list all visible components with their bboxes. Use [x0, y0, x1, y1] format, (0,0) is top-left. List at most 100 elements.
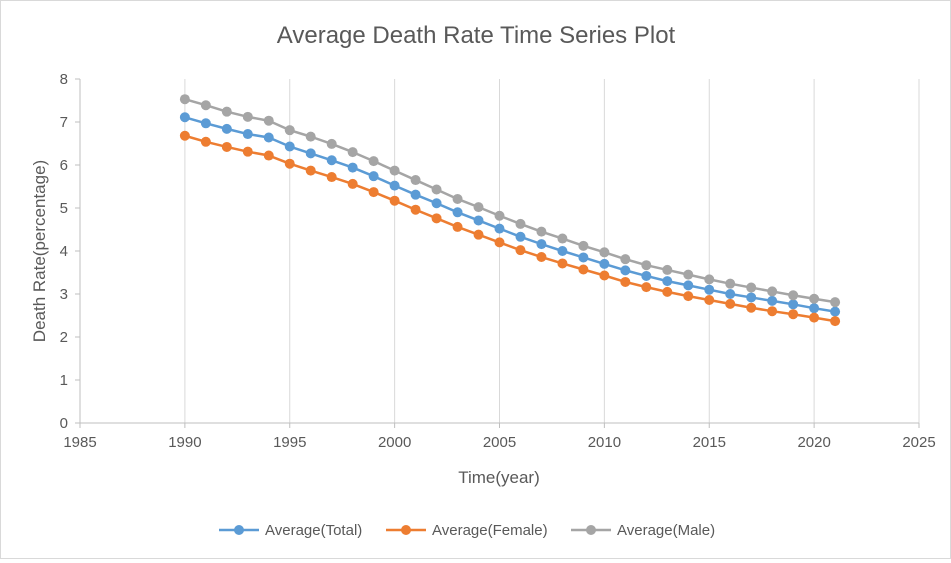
data-point	[704, 295, 715, 306]
y-tick-label: 8	[60, 71, 68, 88]
data-point	[389, 165, 400, 176]
data-point	[368, 171, 379, 182]
data-point	[326, 138, 337, 149]
data-point	[578, 252, 589, 263]
x-tick-labels: 1985 1990 1995 2000 2005 2010 2015 2020 2025	[63, 434, 935, 451]
data-point	[347, 147, 358, 158]
data-point	[641, 260, 652, 271]
data-point	[767, 286, 778, 297]
data-point	[830, 316, 841, 327]
data-point	[410, 175, 421, 186]
x-tick-label: 2020	[797, 434, 830, 451]
data-point	[599, 258, 610, 269]
data-point	[452, 207, 463, 218]
data-point	[494, 210, 505, 221]
data-point	[641, 270, 652, 281]
data-point	[284, 141, 295, 152]
axes	[75, 78, 920, 428]
data-point	[725, 298, 736, 309]
data-point	[431, 213, 442, 224]
data-point	[473, 202, 484, 213]
data-point	[263, 150, 274, 161]
data-point	[809, 312, 820, 323]
x-tick-label: 2000	[378, 434, 411, 451]
data-point	[767, 306, 778, 317]
data-point	[305, 165, 316, 176]
legend-label: Average(Female)	[432, 522, 548, 539]
data-point	[284, 125, 295, 136]
data-point	[305, 131, 316, 142]
data-point	[410, 189, 421, 200]
data-point	[746, 302, 757, 313]
data-point	[809, 303, 820, 314]
data-point	[620, 265, 631, 276]
legend-item: Average(Female)	[386, 522, 548, 539]
data-point	[242, 129, 253, 140]
data-point	[515, 245, 526, 256]
data-point	[200, 100, 211, 111]
data-point	[620, 276, 631, 287]
data-point	[746, 282, 757, 293]
data-point	[452, 193, 463, 204]
data-point	[767, 295, 778, 306]
data-point	[368, 187, 379, 198]
data-point	[578, 240, 589, 251]
data-point	[263, 132, 274, 143]
data-point	[221, 123, 232, 134]
data-point	[179, 112, 190, 123]
data-point	[200, 118, 211, 129]
data-point	[662, 276, 673, 287]
data-point	[599, 270, 610, 281]
data-point	[326, 155, 337, 166]
series-line	[184, 116, 836, 313]
data-point	[242, 146, 253, 157]
data-point	[431, 198, 442, 209]
data-point	[263, 115, 274, 126]
series-group	[179, 94, 841, 327]
data-point	[557, 233, 568, 244]
series-0	[179, 112, 841, 317]
data-point	[683, 291, 694, 302]
y-tick-label: 4	[60, 243, 68, 260]
y-tick-label: 2	[60, 329, 68, 346]
data-point	[725, 289, 736, 299]
data-point	[347, 178, 358, 189]
y-tick-label: 5	[60, 200, 68, 217]
data-point	[410, 204, 421, 215]
data-point	[641, 282, 652, 293]
data-point	[620, 254, 631, 265]
data-point	[326, 172, 337, 183]
y-tick-label: 3	[60, 286, 68, 303]
data-point	[515, 231, 526, 242]
y-tick-label: 0	[60, 415, 68, 432]
legend-item: Average(Total)	[219, 522, 362, 539]
data-point	[179, 130, 190, 141]
data-point	[662, 286, 673, 297]
data-point	[368, 156, 379, 167]
y-axis-label: Death Rate(percentage)	[30, 160, 49, 342]
y-tick-label: 1	[60, 372, 68, 389]
data-point	[578, 264, 589, 275]
data-point	[389, 195, 400, 206]
data-point	[284, 158, 295, 169]
legend-item: Average(Male)	[571, 522, 715, 539]
data-point	[830, 306, 841, 317]
data-point	[557, 258, 568, 269]
legend: Average(Total) Average(Female) Average(Mal…	[219, 522, 715, 539]
grid	[79, 79, 920, 423]
chart-title: Average Death Rate Time Series Plot	[277, 22, 676, 49]
data-point	[788, 299, 799, 310]
y-tick-labels: 0 1 2 3 4 5 6 7 8	[60, 71, 68, 432]
series-line	[184, 134, 836, 323]
data-point	[662, 264, 673, 275]
data-point	[452, 221, 463, 232]
data-point	[221, 106, 232, 117]
data-point	[599, 247, 610, 258]
data-point	[221, 141, 232, 152]
series-2	[179, 94, 841, 308]
data-point	[683, 269, 694, 280]
data-point	[536, 226, 547, 237]
data-point	[200, 136, 211, 147]
